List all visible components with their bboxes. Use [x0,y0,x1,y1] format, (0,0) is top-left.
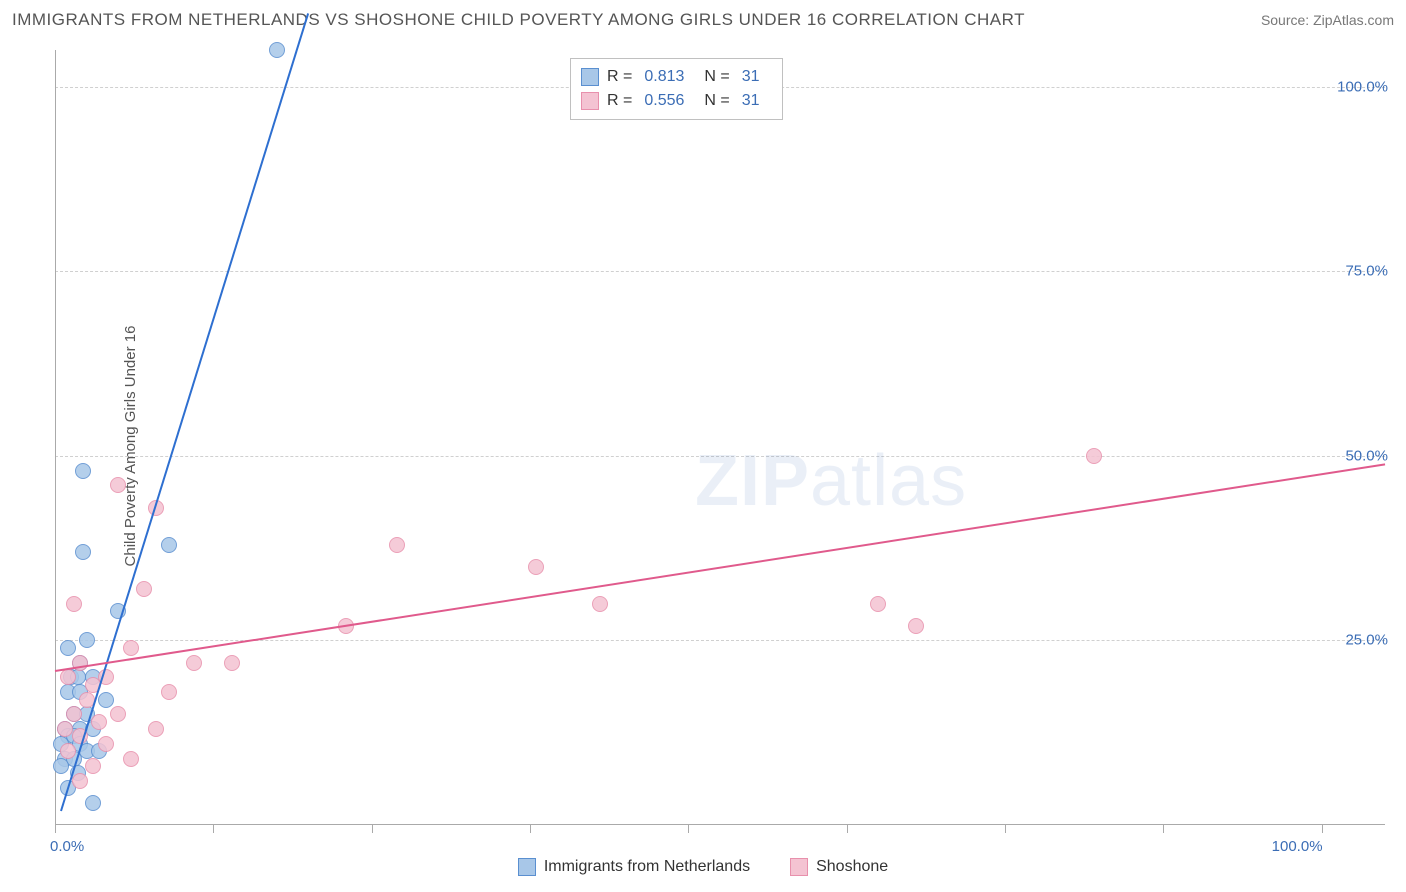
data-point [60,743,76,759]
data-point [224,655,240,671]
data-point [269,42,285,58]
data-point [592,596,608,612]
x-tick [1005,825,1006,833]
data-point [75,544,91,560]
legend-swatch [790,858,808,876]
x-tick [847,825,848,833]
y-tick-label: 50.0% [1345,447,1388,464]
legend-n-label: N = [704,92,729,110]
data-point [75,463,91,479]
legend-r-value: 0.813 [644,68,684,86]
x-tick-label: 100.0% [1272,838,1323,855]
legend-swatch [581,92,599,110]
x-tick [372,825,373,833]
data-point [85,758,101,774]
data-point [908,618,924,634]
legend-r-value: 0.556 [644,92,684,110]
y-tick-label: 75.0% [1345,263,1388,280]
data-point [66,596,82,612]
data-point [148,721,164,737]
data-point [57,721,73,737]
data-point [72,773,88,789]
y-tick-label: 25.0% [1345,632,1388,649]
legend-r-label: R = [607,68,632,86]
legend-item: Immigrants from Netherlands [518,858,750,876]
data-point [53,758,69,774]
x-tick-label: 0.0% [50,838,84,855]
data-point [110,706,126,722]
data-point [60,640,76,656]
legend-row: R = 0.813 N = 31 [581,65,772,89]
data-point [186,655,202,671]
data-point [60,669,76,685]
series-legend: Immigrants from Netherlands Shoshone [0,858,1406,876]
data-point [136,581,152,597]
source-attribution: Source: ZipAtlas.com [1261,12,1394,28]
data-point [110,477,126,493]
legend-series-name: Shoshone [816,858,888,876]
chart-title: IMMIGRANTS FROM NETHERLANDS VS SHOSHONE … [12,10,1025,30]
legend-row: R = 0.556 N = 31 [581,89,772,113]
plot-box [55,50,1385,825]
data-point [161,684,177,700]
x-tick [55,825,56,833]
legend-n-value: 31 [742,92,760,110]
legend-series-name: Immigrants from Netherlands [544,858,750,876]
x-tick [688,825,689,833]
y-tick-label: 100.0% [1337,78,1388,95]
x-tick [213,825,214,833]
data-point [66,706,82,722]
data-point [79,632,95,648]
source-label-text: Source: [1261,12,1313,28]
data-point [870,596,886,612]
x-tick [1322,825,1323,833]
x-tick [530,825,531,833]
data-point [123,751,139,767]
data-point [528,559,544,575]
data-point [1086,448,1102,464]
legend-swatch [518,858,536,876]
x-tick [1163,825,1164,833]
data-point [123,640,139,656]
data-point [98,692,114,708]
data-point [91,714,107,730]
legend-r-label: R = [607,92,632,110]
correlation-legend: R = 0.813 N = 31 R = 0.556 N = 31 [570,58,783,120]
data-point [161,537,177,553]
legend-n-value: 31 [742,68,760,86]
legend-swatch [581,68,599,86]
legend-n-label: N = [704,68,729,86]
data-point [98,736,114,752]
data-point [85,795,101,811]
data-point [389,537,405,553]
source-link[interactable]: ZipAtlas.com [1313,12,1394,28]
legend-item: Shoshone [790,858,888,876]
plot-area: ZIPatlas [55,50,1385,825]
